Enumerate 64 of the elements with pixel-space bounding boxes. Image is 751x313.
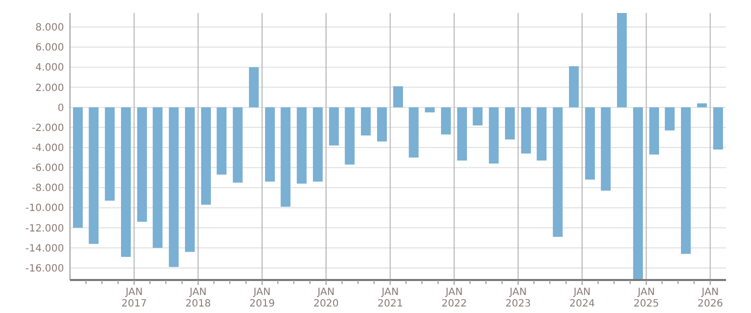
bar [472, 107, 483, 126]
bar [152, 107, 163, 248]
y-tick-label: 6.000 [35, 42, 64, 54]
x-tick-label: JAN 2021 [377, 287, 403, 310]
y-tick-label: -6.000 [32, 163, 64, 174]
bar [280, 107, 290, 207]
y-tick-label: 8.000 [35, 22, 64, 34]
bar [377, 107, 387, 142]
x-tick-label: JAN 2018 [185, 287, 211, 310]
x-tick-label: JAN 2020 [313, 287, 339, 310]
bar [664, 107, 675, 130]
bar [457, 107, 467, 161]
bar [680, 107, 691, 254]
y-tick-label: 4.000 [35, 62, 64, 74]
y-tick-label: -8.000 [32, 183, 64, 194]
bar [552, 107, 563, 237]
bar [329, 107, 339, 146]
x-tick-label: JAN 2017 [121, 287, 147, 310]
bar [232, 107, 243, 183]
y-tick-label: -10.000 [25, 203, 64, 214]
bar [201, 107, 211, 205]
bar [488, 107, 499, 164]
bar [585, 107, 595, 180]
bar [360, 107, 371, 136]
y-tick-label: -14.000 [25, 243, 64, 254]
y-tick-label: -16.000 [25, 263, 64, 274]
bar [216, 107, 226, 175]
bar [521, 107, 531, 154]
bar [536, 107, 547, 161]
bar [568, 66, 579, 108]
bar [713, 107, 724, 150]
bar [296, 107, 307, 184]
bar [248, 67, 259, 108]
x-tick-label: JAN 2024 [569, 287, 595, 310]
bar [505, 107, 515, 140]
bar [697, 103, 707, 108]
bar [72, 107, 83, 228]
bar [168, 107, 179, 267]
bar [649, 107, 660, 155]
bar [633, 107, 643, 280]
bar [344, 107, 355, 165]
y-tick-label: -4.000 [32, 143, 64, 154]
bar [121, 107, 131, 257]
bar [441, 107, 451, 134]
bar [617, 13, 627, 108]
bar [393, 86, 403, 108]
bar [88, 107, 99, 244]
bar [600, 107, 611, 191]
x-tick-label: JAN 2019 [249, 287, 275, 310]
x-tick-label: JAN 2025 [634, 287, 659, 310]
y-tick-label: 2.000 [35, 82, 64, 94]
bar [265, 107, 275, 182]
x-tick-label: JAN 2026 [698, 287, 723, 310]
y-tick-label: -12.000 [25, 223, 64, 234]
y-tick-label: 0 [58, 102, 64, 114]
bar [104, 107, 115, 201]
x-tick-label: JAN 2023 [505, 287, 531, 310]
bar [408, 107, 419, 158]
y-tick-label: -2.000 [32, 122, 64, 134]
bar [137, 107, 147, 222]
bar [312, 107, 323, 182]
bar [424, 107, 435, 112]
x-tick-label: JAN 2022 [441, 287, 467, 310]
bar [184, 107, 195, 252]
